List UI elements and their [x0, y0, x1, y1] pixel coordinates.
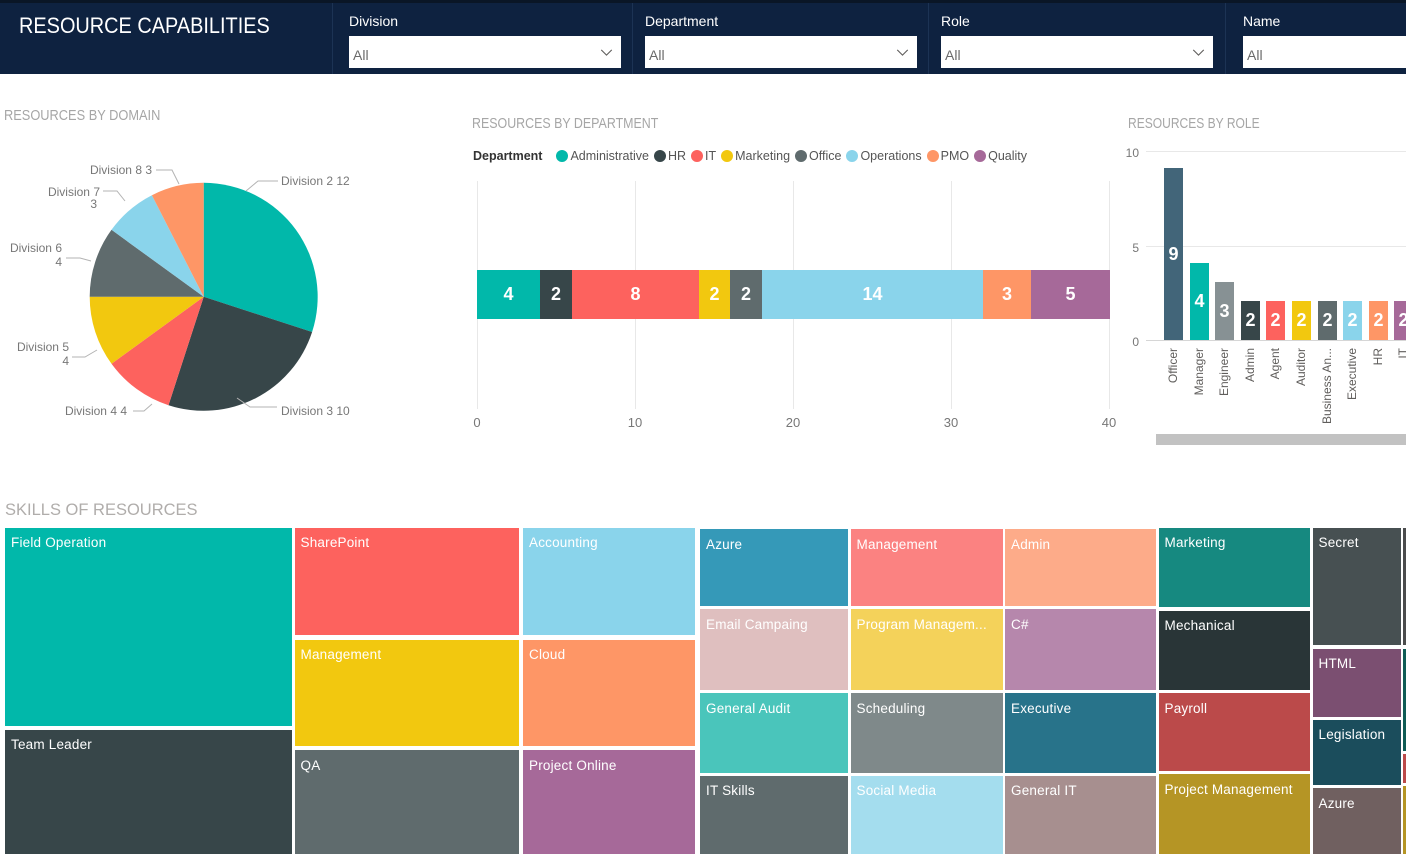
svg-text:Division 5: Division 5 [17, 340, 69, 354]
svg-text:Division 4 4: Division 4 4 [65, 404, 127, 418]
svg-text:Division 6: Division 6 [10, 241, 62, 255]
svg-text:3: 3 [90, 197, 97, 211]
svg-text:4: 4 [55, 255, 62, 269]
svg-text:Division 8 3: Division 8 3 [90, 163, 152, 177]
svg-text:Division 3 10: Division 3 10 [281, 404, 350, 418]
svg-text:Division 7: Division 7 [48, 185, 100, 199]
svg-text:4: 4 [62, 354, 69, 368]
svg-text:Division 2 12: Division 2 12 [281, 174, 350, 188]
